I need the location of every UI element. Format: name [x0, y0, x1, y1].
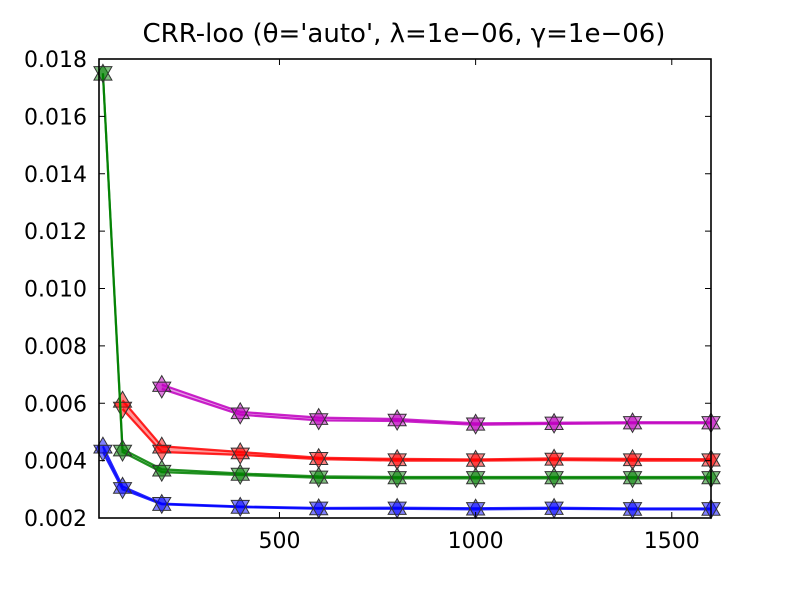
axis-layer: 0.002 0.004 0.006 0.008 0.010 0.012 0.014 0.016…: [24, 48, 711, 554]
x-tick-label: 1000: [448, 529, 504, 554]
series-2-line-lower: [101, 73, 711, 480]
series-0-point-down-0: [151, 381, 172, 399]
series-1-point-down-1: [151, 444, 172, 463]
series-1-point-down-7: [622, 453, 643, 471]
series-2-point-down-4: [308, 470, 329, 488]
series-0-line-upper: [161, 383, 711, 425]
series-3-point-down-7: [544, 501, 564, 519]
plot-frame: [98, 58, 712, 519]
series-3-point-down-3: [230, 499, 251, 518]
series-1-point-down-0: [112, 401, 133, 419]
y-tick-label: 0.018: [24, 48, 87, 73]
x-tick-label: 1500: [644, 529, 700, 554]
series-2-point-down-8: [622, 471, 643, 489]
series-2-point-down-6: [465, 471, 486, 489]
series-0-line-lower: [161, 387, 711, 426]
series-2-line-upper: [101, 73, 711, 479]
series-3-point-down-4: [308, 501, 329, 519]
series-1-point-down-2: [230, 447, 251, 465]
series-3-point-down-6: [465, 502, 486, 520]
series-3-point-down-2: [151, 496, 172, 515]
plot-area: [99, 59, 711, 518]
series-0-point-down-5: [544, 416, 564, 434]
series-2-point-down-5: [387, 471, 408, 489]
series-2-point-down-7: [544, 471, 564, 489]
x-tick-label: 500: [258, 529, 300, 554]
series-0-point-down-4: [465, 417, 486, 435]
series-1-point-down-3: [308, 451, 329, 470]
series-layer: [93, 63, 721, 520]
series-1-point-down-4: [387, 453, 408, 471]
y-tick-label: 0.006: [24, 392, 87, 417]
y-tick-label: 0.012: [24, 220, 87, 245]
series-0-point-down-1: [230, 407, 251, 425]
y-tick-label: 0.010: [24, 278, 87, 303]
series-0-point-down-2: [308, 413, 329, 431]
series-1: [112, 390, 721, 471]
y-tick-label: 0.014: [24, 163, 87, 188]
series-3-point-down-5: [387, 501, 408, 519]
y-tick-label: 0.004: [24, 450, 87, 475]
y-tick-label: 0.008: [24, 335, 87, 360]
series-3-point-down-8: [622, 502, 643, 520]
series-2-point-down-1: [112, 444, 133, 463]
y-tick-label: 0.016: [24, 105, 87, 130]
series-0-point-down-3: [387, 413, 408, 432]
series-1-point-down-6: [544, 452, 564, 471]
series-2-point-down-2: [151, 464, 172, 483]
series-0-point-down-6: [622, 416, 643, 434]
series-3-line-lower: [101, 451, 711, 511]
series-2-point-down-3: [230, 467, 251, 485]
chart-title: CRR-loo (θ='auto', λ=1e−06, γ=1e−06): [143, 19, 666, 49]
series-1-point-down-5: [465, 453, 486, 471]
y-tick-label: 0.002: [24, 507, 87, 532]
series-0: [151, 374, 721, 435]
series-3-point-down-1: [112, 482, 133, 500]
